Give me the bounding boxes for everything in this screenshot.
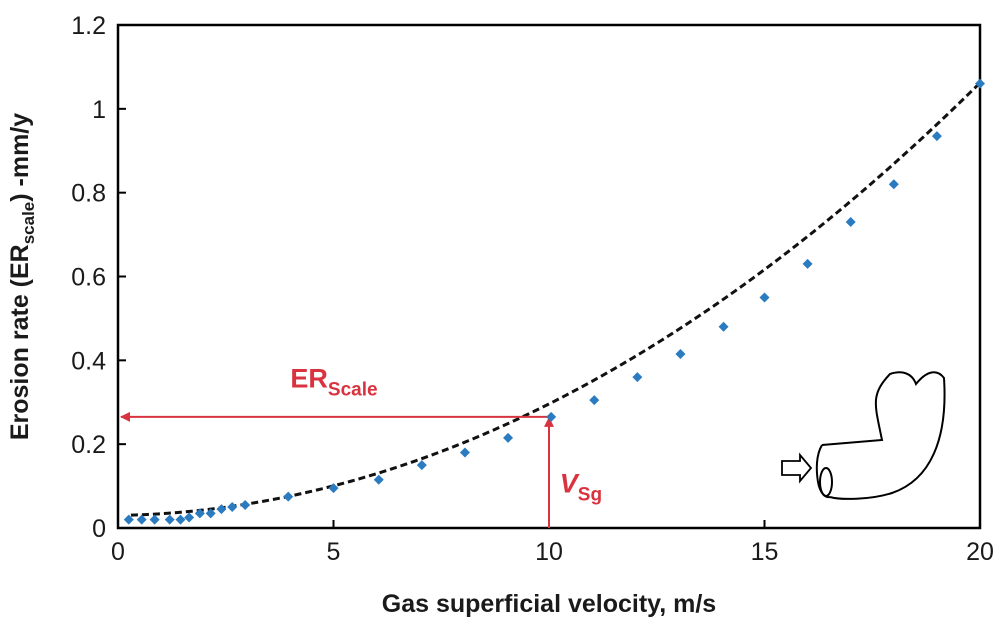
data-point: [283, 491, 294, 502]
x-tick-label: 0: [111, 538, 125, 566]
y-tick-label: 0.6: [71, 264, 106, 292]
x-tick-label: 15: [751, 538, 779, 566]
data-point: [123, 514, 134, 525]
data-point: [328, 483, 339, 494]
y-tick-label: 1.2: [71, 12, 106, 40]
data-point: [175, 514, 186, 525]
y-axis-title: Erosion rate (ERscale) -mm/y: [6, 113, 38, 440]
data-point: [205, 508, 216, 519]
trendline-curve: [130, 81, 982, 517]
y-axis-title-suffix: ) -mm/y: [6, 113, 34, 202]
annotation-label-sub: Scale: [328, 380, 378, 401]
y-tick-label: 0.2: [71, 431, 106, 459]
annotation-label-sg: VSg: [560, 468, 602, 505]
y-tick-label: 0.4: [71, 347, 106, 375]
data-point: [184, 512, 195, 523]
data-point: [802, 258, 813, 269]
y-tick-label: 1: [92, 96, 106, 124]
data-point: [240, 499, 251, 510]
annotation-lines-layer: [120, 411, 554, 528]
data-points-layer: [123, 78, 985, 525]
data-point: [503, 432, 514, 443]
y-axis-ticks: 0 0.2 0.4 0.6 0.8 1 1.2: [71, 12, 126, 543]
y-axis-title-sub: scale: [19, 202, 38, 245]
x-axis-ticks: 0 5 10 15 20: [111, 520, 994, 566]
data-point: [149, 514, 160, 525]
x-tick-label: 10: [535, 538, 563, 566]
x-tick-label: 20: [966, 538, 994, 566]
annotation-labels-layer: ERScale VSg: [290, 364, 602, 506]
pipe-elbow-flow-icon: [781, 371, 946, 500]
data-point: [675, 349, 686, 360]
data-point: [216, 504, 227, 515]
data-point: [931, 131, 942, 142]
annotation-label-sub: Sg: [578, 484, 602, 505]
annotation-label-main: ER: [290, 364, 328, 394]
data-point: [759, 292, 770, 303]
data-point: [136, 514, 147, 525]
data-point: [632, 372, 643, 383]
y-tick-label: 0.8: [71, 180, 106, 208]
data-point: [227, 502, 238, 513]
data-point: [975, 78, 985, 89]
trendline-layer: [130, 81, 982, 517]
y-axis-title-main: Erosion rate (ER: [6, 244, 34, 440]
data-point: [373, 474, 384, 485]
data-point: [888, 179, 899, 190]
data-point: [164, 514, 175, 525]
x-axis-title: Gas superficial velocity, m/s: [382, 590, 716, 618]
x-tick-label: 5: [327, 538, 341, 566]
data-point: [845, 217, 856, 228]
data-point: [416, 460, 427, 471]
data-point: [459, 447, 470, 458]
annotation-label-scale: ERScale: [290, 364, 377, 401]
data-point: [589, 395, 600, 406]
data-point: [546, 411, 557, 422]
y-tick-label: 0: [92, 515, 106, 543]
data-point: [194, 508, 205, 519]
annotation-label-main: V: [560, 468, 580, 498]
data-point: [718, 321, 729, 332]
